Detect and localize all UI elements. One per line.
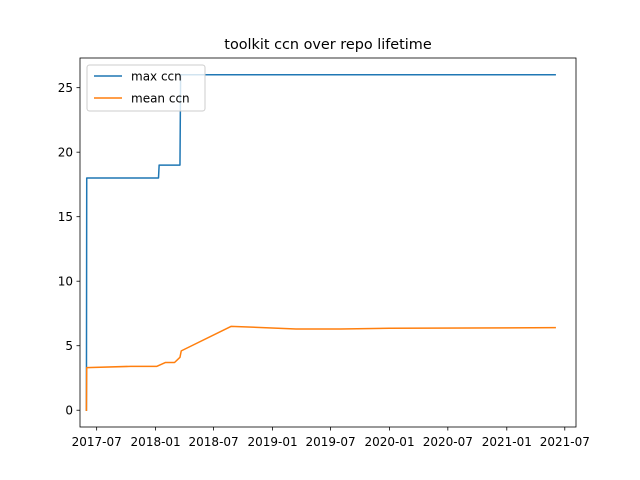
y-tick-label: 0: [65, 404, 73, 418]
series-line-mean-ccn: [85, 325, 556, 411]
x-tick-label: 2020-07: [423, 435, 473, 449]
x-axis: 2017-07 2018-01 2018-07 2019-01 2019-07 2020-…: [72, 427, 590, 449]
legend: max ccn mean ccn: [86, 64, 206, 112]
plot-area-frame: [79, 57, 577, 428]
legend-label: mean ccn: [131, 91, 190, 105]
y-tick-label: 10: [58, 275, 73, 289]
x-tick-label: 2021-01: [482, 435, 532, 449]
y-tick-label: 15: [58, 210, 73, 224]
x-tick-label: 2018-01: [131, 435, 181, 449]
x-tick-label: 2018-07: [189, 435, 239, 449]
y-axis: 0 5 10 15 20 25: [58, 81, 80, 418]
x-tick-label: 2019-07: [305, 435, 355, 449]
y-tick-label: 20: [58, 145, 73, 159]
x-tick-label: 2020-01: [364, 435, 414, 449]
x-tick-label: 2017-07: [72, 435, 122, 449]
x-tick-label: 2021-07: [540, 435, 590, 449]
x-tick-label: 2019-01: [247, 435, 297, 449]
legend-label: max ccn: [131, 69, 182, 83]
y-tick-label: 5: [65, 339, 73, 353]
y-tick-label: 25: [58, 81, 73, 95]
chart-title: toolkit ccn over repo lifetime: [224, 37, 432, 53]
